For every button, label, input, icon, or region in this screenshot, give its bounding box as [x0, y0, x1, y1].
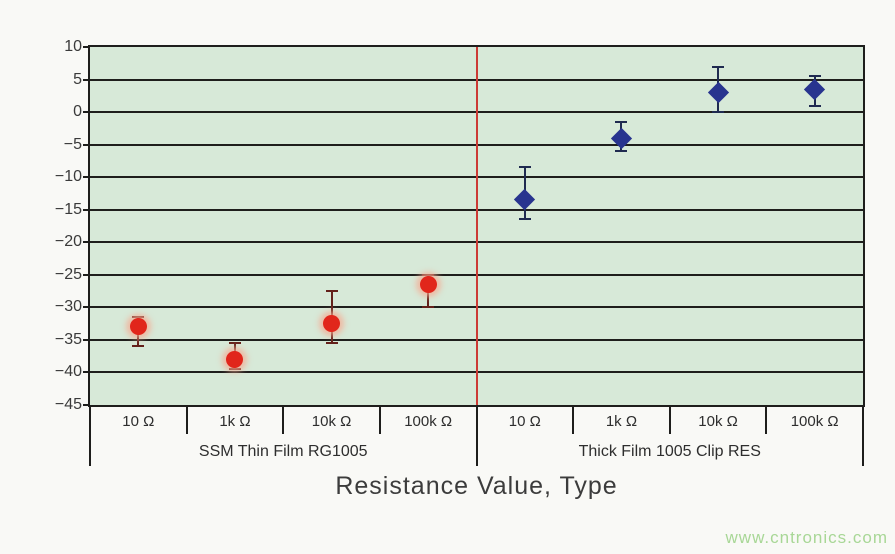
y-tick-mark — [83, 176, 88, 179]
watermark: www.cntronics.com — [725, 528, 888, 547]
x-tick-divider — [185, 407, 188, 434]
y-tick-mark — [83, 78, 88, 81]
error-bar-cap-top — [712, 65, 725, 68]
error-bar-cap-bottom — [228, 368, 241, 371]
diamond-marker — [804, 78, 826, 100]
error-bar-cap-bottom — [615, 150, 628, 153]
y-tick-label: −35 — [54, 330, 82, 348]
diamond-marker — [514, 189, 536, 211]
x-tick-label: 10k Ω — [698, 413, 738, 430]
y-tick-label: −5 — [63, 135, 82, 153]
error-bar-cap-top — [325, 290, 338, 293]
y-tick-label: −40 — [54, 363, 82, 381]
group-label: Thick Film 1005 Clip RES — [578, 443, 761, 460]
error-bar-cap-top — [422, 273, 435, 276]
y-tick-mark — [83, 306, 88, 309]
x-tick-label: 1k Ω — [219, 413, 251, 430]
y-tick-label: −15 — [54, 200, 82, 218]
x-tick-label: 10 Ω — [122, 413, 155, 430]
y-tick-mark — [83, 273, 88, 276]
error-bar-cap-bottom — [808, 104, 821, 107]
x-tick-label: 100k Ω — [404, 413, 453, 430]
error-bar-cap-bottom — [132, 345, 145, 348]
error-bar-cap-top — [132, 316, 145, 319]
circle-marker — [419, 276, 437, 294]
x-tick-label: 1k Ω — [605, 413, 638, 430]
error-bar-cap-top — [808, 75, 821, 78]
y-tick-mark — [83, 241, 88, 244]
error-bar-cap-top — [615, 120, 628, 123]
x-tick-label: 10 Ω — [508, 413, 541, 430]
y-tick-mark — [83, 143, 88, 146]
y-tick-label: −20 — [54, 233, 82, 251]
y-tick-mark — [83, 111, 88, 114]
circle-marker — [129, 318, 147, 336]
x-tick-label: 10k Ω — [311, 413, 352, 430]
y-tick-label: −25 — [54, 265, 82, 283]
x-tick-divider — [572, 407, 575, 434]
axis-band-border — [475, 407, 478, 466]
y-tick-label: 10 — [64, 38, 82, 55]
plot-area — [88, 45, 865, 407]
y-tick-mark — [83, 46, 88, 48]
error-bar-cap-bottom — [422, 306, 435, 309]
error-bar-cap-bottom — [325, 342, 338, 345]
diamond-marker — [707, 81, 729, 104]
y-tick-mark — [83, 208, 88, 211]
y-tick-mark — [83, 338, 88, 341]
x-tick-divider — [668, 407, 671, 434]
error-bar-cap-bottom — [518, 218, 531, 221]
circle-marker — [226, 350, 244, 368]
error-bar-cap-top — [518, 166, 531, 169]
y-tick-label: 5 — [73, 70, 82, 88]
axis-band-border — [89, 407, 91, 466]
x-tick-divider — [378, 407, 381, 434]
x-tick-divider — [282, 407, 285, 434]
axis-band-border — [862, 407, 864, 466]
y-tick-mark — [83, 371, 88, 374]
y-tick-label: −30 — [54, 298, 82, 316]
group-label: SSM Thin Film RG1005 — [198, 443, 368, 460]
series-divider-line — [475, 47, 478, 405]
y-tick-label: 0 — [73, 103, 82, 121]
x-axis-title: Resistance Value, Type — [335, 472, 618, 500]
y-tick-label: −10 — [54, 168, 82, 186]
y-tick-mark — [83, 404, 88, 406]
x-tick-divider — [765, 407, 768, 434]
error-bar-cap-top — [228, 342, 241, 345]
y-tick-label: −45 — [54, 396, 82, 413]
x-tick-label: 100k Ω — [790, 413, 839, 430]
error-bar-cap-bottom — [712, 111, 725, 114]
circle-marker — [323, 315, 341, 333]
